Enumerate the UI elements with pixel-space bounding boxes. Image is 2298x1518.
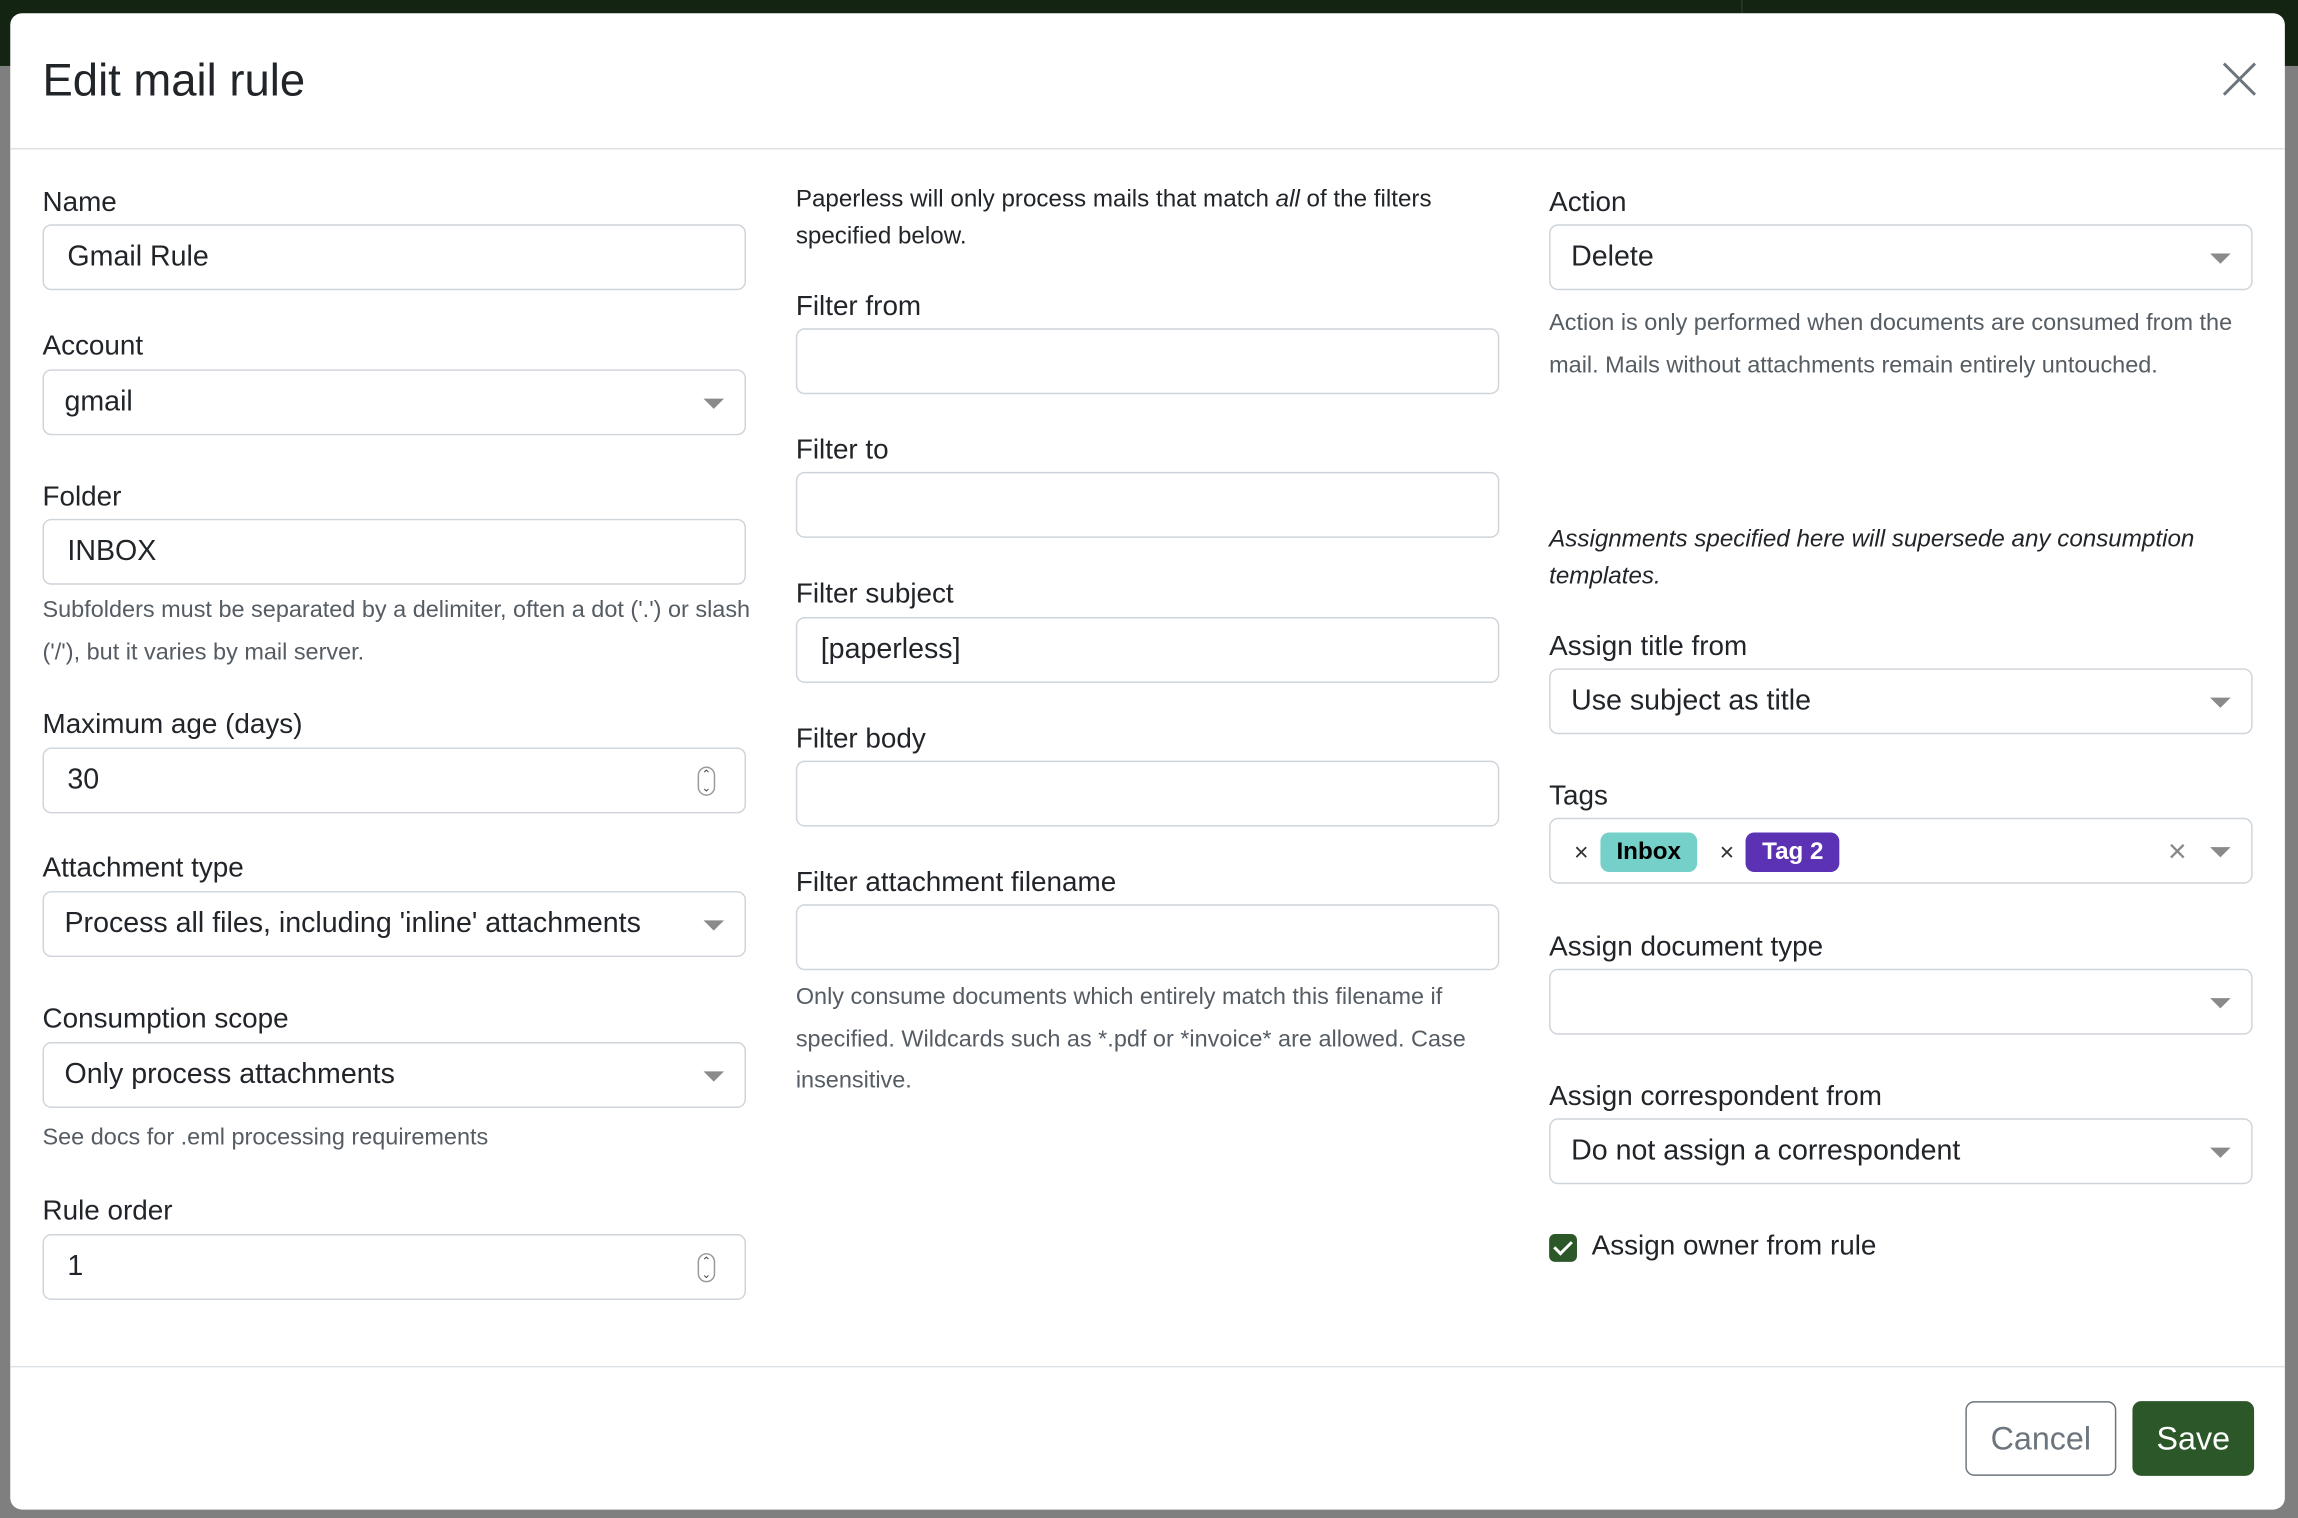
edit-mail-rule-dialog: Edit mail rule Name Gmail Rule Account g… (10, 13, 2285, 1510)
filter-subject-input[interactable]: [paperless] (795, 617, 1500, 683)
filter-subject-label: Filter subject (795, 578, 954, 610)
remove-tag-icon[interactable]: × (1574, 838, 1589, 867)
stepper-icon[interactable]: ⌃ ⌄ (697, 766, 716, 796)
consumption-scope-help: See docs for .eml processing requirement… (42, 1125, 489, 1151)
filters-intro: Paperless will only process mails that m… (796, 182, 1507, 254)
rule-order-label: Rule order (42, 1195, 173, 1227)
filter-body-input[interactable] (795, 760, 1500, 827)
name-input[interactable]: Gmail Rule (42, 224, 746, 291)
action-value: Delete (1571, 240, 1654, 273)
action-help: Action is only performed when documents … (1549, 310, 2233, 378)
assign-title-select[interactable]: Use subject as title (1549, 668, 2253, 735)
chevron-down-icon (2210, 697, 2231, 708)
correspondent-select[interactable]: Do not assign a correspondent (1549, 1118, 2253, 1185)
chevron-down-icon (2210, 253, 2231, 264)
rule-order-value: 1 (67, 1250, 84, 1283)
filter-attachment-help: Only consume documents which entirely ma… (795, 984, 1466, 1094)
account-label: Account (42, 331, 144, 363)
action-select[interactable]: Delete (1549, 224, 2253, 291)
consumption-scope-select[interactable]: Only process attachments (42, 1042, 746, 1108)
filter-to-input[interactable] (795, 471, 1500, 538)
consumption-scope-value: Only process attachments (64, 1058, 395, 1091)
remove-tag-icon[interactable]: × (1719, 838, 1735, 867)
chevron-down-icon (703, 398, 725, 409)
filter-from-label: Filter from (795, 291, 922, 323)
filter-attachment-input[interactable] (795, 904, 1500, 971)
footer-divider (10, 1365, 2285, 1368)
folder-input[interactable]: INBOX (42, 518, 746, 585)
chevron-down-icon (2210, 998, 2231, 1009)
tag-chip-tag-2: Tag 2 (1745, 832, 1840, 873)
max-age-value: 30 (67, 763, 100, 796)
assignments-note: Assignments specified here will supersed… (1549, 526, 2195, 589)
attachment-type-select[interactable]: Process all files, including 'inline' at… (42, 891, 746, 958)
close-icon[interactable] (2220, 60, 2258, 98)
tags-select[interactable]: × Inbox × Tag 2 × (1549, 817, 2253, 884)
name-label: Name (42, 187, 117, 219)
folder-help: Subfolders must be separated by a delimi… (42, 597, 751, 665)
clear-tags-icon[interactable]: × (2167, 832, 2187, 870)
assign-owner-label[interactable]: Assign owner from rule (1591, 1231, 1877, 1262)
attachment-type-label: Attachment type (42, 852, 244, 884)
cancel-button[interactable]: Cancel (1965, 1401, 2117, 1476)
assign-owner-checkbox[interactable] (1549, 1234, 1577, 1262)
account-value: gmail (64, 385, 133, 418)
doc-type-select[interactable] (1549, 968, 2253, 1035)
chevron-down-icon (703, 920, 725, 931)
intro-text: of the filters specified below. (795, 186, 1432, 249)
assign-title-label: Assign title from (1549, 631, 1748, 663)
intro-text: Paperless will only process mails that m… (795, 186, 1276, 213)
stepper-icon[interactable]: ⌃ ⌄ (697, 1253, 716, 1283)
save-button[interactable]: Save (2132, 1401, 2255, 1476)
dialog-title: Edit mail rule (42, 54, 306, 106)
max-age-input[interactable]: 30 ⌃ ⌄ (42, 747, 746, 814)
filter-from-input[interactable] (795, 328, 1500, 395)
tag-chip-inbox: Inbox (1600, 832, 1698, 873)
attachment-type-value: Process all files, including 'inline' at… (64, 907, 641, 940)
folder-label: Folder (42, 482, 122, 513)
chevron-down-icon (2210, 847, 2231, 858)
header-divider (10, 148, 2285, 150)
intro-emphasis: all (1275, 186, 1300, 213)
filter-to-label: Filter to (795, 435, 889, 467)
assign-title-value: Use subject as title (1571, 684, 1811, 717)
consumption-scope-label: Consumption scope (42, 1003, 289, 1035)
correspondent-label: Assign correspondent from (1549, 1081, 1882, 1113)
doc-type-label: Assign document type (1549, 932, 1824, 963)
rule-order-input[interactable]: 1 ⌃ ⌄ (42, 1234, 746, 1300)
max-age-label: Maximum age (days) (42, 709, 303, 741)
chevron-down-icon (703, 1071, 725, 1082)
tags-label: Tags (1549, 781, 1608, 812)
account-select[interactable]: gmail (42, 369, 746, 436)
filter-attachment-label: Filter attachment filename (795, 867, 1117, 899)
filter-body-label: Filter body (795, 724, 926, 755)
chevron-down-icon (2210, 1147, 2231, 1158)
correspondent-value: Do not assign a correspondent (1571, 1134, 1961, 1167)
action-label: Action (1549, 187, 1627, 219)
